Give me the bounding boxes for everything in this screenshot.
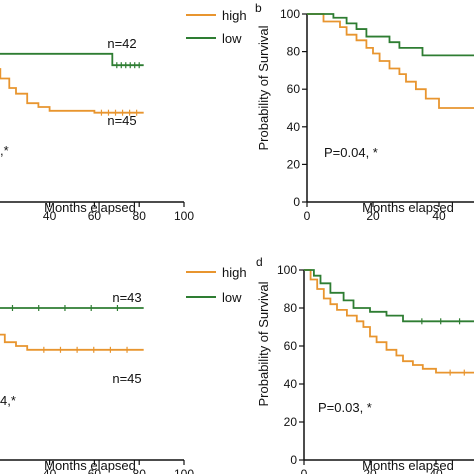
panel-d-label: d	[256, 255, 263, 269]
panel-a-ticks: 40 60 80 100	[43, 202, 194, 223]
panel-c-ticks: 40 60 80 100	[43, 460, 194, 474]
a-x-tick-label: 40	[43, 209, 57, 223]
b-high-curve	[307, 13, 474, 109]
c-x-tick-label: 80	[133, 467, 147, 474]
panel-a-n-high: n=45	[107, 113, 136, 128]
panel-d-xlabel: Months elapsed	[362, 458, 454, 473]
a-x-tick-label: 60	[88, 209, 102, 223]
b-y-tick-label: 40	[287, 120, 301, 134]
panel-c-n-high: n=45	[112, 371, 141, 386]
d-x-tick-label: 0	[301, 467, 308, 474]
b-y-tick-label: 20	[287, 157, 301, 171]
legend-bottom: high low	[186, 265, 247, 305]
d-x-tick-label: 20	[363, 467, 377, 474]
d-high-curve	[304, 269, 474, 374]
legend-top-low-label: low	[222, 31, 242, 46]
b-y-tick-label: 80	[287, 45, 301, 59]
panel-d: d 0204060020406080100 Probability of Sur…	[256, 255, 474, 474]
b-y-tick-label: 60	[287, 82, 301, 96]
panel-c-n-low: n=43	[112, 290, 141, 305]
c-x-tick-label: 100	[174, 467, 194, 474]
panel-b: b 0204060020406080100 Probability of Sur…	[255, 1, 474, 223]
d-y-tick-label: 100	[277, 263, 297, 277]
panel-d-ylabel: Probability of Survival	[256, 281, 271, 406]
panel-b-xlabel: Months elapsed	[362, 200, 454, 215]
panel-b-axes	[306, 14, 474, 203]
a-x-tick-label: 100	[174, 209, 194, 223]
a-high-curve	[0, 68, 144, 114]
panel-b-curves	[307, 13, 474, 109]
panel-c-xlabel: Months elapsed	[44, 458, 136, 473]
c-high-curve	[0, 333, 144, 351]
panel-c-p-value: 4,*	[0, 393, 16, 408]
d-y-tick-label: 20	[284, 415, 298, 429]
b-x-tick-label: 0	[304, 209, 311, 223]
b-y-tick-label: 0	[293, 195, 300, 209]
legend-bottom-low-label: low	[222, 290, 242, 305]
b-x-tick-label: 20	[366, 209, 380, 223]
d-y-tick-label: 40	[284, 377, 298, 391]
panel-b-ylabel: Probability of Survival	[256, 25, 271, 150]
d-y-tick-label: 80	[284, 301, 298, 315]
legend-top-high-label: high	[222, 8, 247, 23]
panel-d-curves	[304, 269, 474, 376]
panel-a-curves	[0, 52, 144, 116]
d-x-tick-label: 40	[429, 467, 443, 474]
panel-b-p-value: P=0.04, *	[324, 145, 378, 160]
panel-c: 40 60 80 100 Months elapsed n=43 n=45 4,*	[0, 290, 194, 474]
panel-a: 40 60 80 100 Months elapsed n=42 n=45 ,*	[0, 36, 194, 223]
legend-top: high low	[186, 8, 247, 46]
a-low-curve	[0, 52, 144, 67]
panel-a-p-value: ,*	[0, 143, 9, 158]
d-low-curve	[304, 269, 474, 323]
d-y-tick-label: 0	[290, 453, 297, 467]
c-x-tick-label: 60	[88, 467, 102, 474]
a-x-tick-label: 80	[133, 209, 147, 223]
panel-c-curves	[0, 305, 144, 353]
panel-a-xlabel: Months elapsed	[44, 200, 136, 215]
panel-b-ticks: 0204060020406080100	[280, 7, 446, 223]
panel-d-ticks: 0204060020406080100	[277, 263, 443, 474]
panel-b-label: b	[255, 1, 262, 15]
panel-d-axes	[303, 270, 474, 461]
b-y-tick-label: 100	[280, 7, 300, 21]
b-x-tick-label: 40	[432, 209, 446, 223]
d-y-tick-label: 60	[284, 339, 298, 353]
panel-a-n-low: n=42	[107, 36, 136, 51]
c-x-tick-label: 40	[43, 467, 57, 474]
panel-d-p-value: P=0.03, *	[318, 400, 372, 415]
legend-bottom-high-label: high	[222, 265, 247, 280]
b-low-curve	[307, 13, 474, 57]
